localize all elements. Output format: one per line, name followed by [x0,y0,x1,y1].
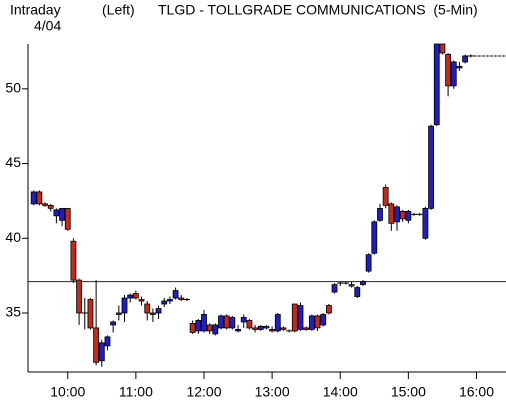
candle-body [377,207,383,221]
candle-body [308,315,315,330]
candle-body [257,326,264,330]
candle-body [246,320,253,329]
candle-body [280,327,287,330]
candle-body [325,305,332,314]
candle-body [428,125,434,209]
candle-body [360,281,366,285]
y-tick-label: 35 [5,304,21,320]
candle-body [115,312,122,315]
candle-body [87,299,94,329]
chart-title: TLGD - TOLLGRADE COMMUNICATIONS (5-Min) [158,2,478,18]
header: Intraday [10,2,61,18]
candle-body [223,315,230,329]
y-tick-label: 40 [5,229,21,245]
axis-side: (Left) [102,2,135,18]
candle-body [371,221,378,254]
candle-body [189,323,196,333]
candle-body [331,284,338,293]
candle-body [104,336,111,347]
candle-body [121,297,128,314]
candle-body [456,66,463,69]
x-tick-label: 14:00 [323,384,358,400]
candle-body [132,293,139,299]
candle-body [218,315,224,329]
candle-body [53,209,60,217]
candle-body [269,329,276,332]
candle-body [462,55,469,63]
candle-body [110,321,117,326]
candle-body [439,43,446,54]
x-tick-label: 16:00 [459,384,494,400]
candle-body [155,308,162,314]
candle-body [98,342,105,362]
candle-body [365,254,372,272]
candle-body [138,299,145,302]
candle-body [144,303,151,314]
candle-body [348,284,355,287]
candle-body [47,204,54,209]
candle-body [212,324,219,335]
candle-body [59,207,65,221]
x-tick-label: 15:00 [391,384,426,400]
candle-body [70,240,77,281]
candle-body [30,191,37,205]
candle-body [42,203,48,206]
candle-body [445,54,451,87]
candle-body [303,327,310,330]
candle-body [167,299,173,302]
candle-body [36,191,43,205]
candle-body [422,207,429,239]
candle-body [206,324,213,332]
candle-body [274,314,281,332]
candle-body [229,317,236,329]
candle-body [450,61,457,87]
x-tick-label: 11:00 [119,384,153,400]
candle-body [178,297,185,300]
candle-body [382,187,389,206]
candle-body [320,314,327,326]
candle-body [433,43,440,126]
candle-body [64,207,71,230]
candle-body [76,279,82,314]
date: 4/04 [34,18,61,34]
x-tick-label: 12:00 [186,384,221,400]
y-tick-label: 50 [5,80,21,96]
candle-body [161,300,168,305]
candle-body [201,314,207,332]
candle-body [405,210,412,221]
candle-body [235,329,241,332]
candle-body [354,287,361,297]
candle-body [399,210,406,220]
candle-body [195,320,202,332]
x-tick-label: 10:00 [50,384,85,400]
candle-body [93,327,100,363]
candle-body [149,312,156,315]
y-tick-label: 45 [5,154,21,170]
candle-body [252,327,258,330]
candle-body [127,294,134,299]
candle-body [240,317,247,323]
candle-body [263,326,270,329]
candle-body [394,206,400,223]
candle-body [388,203,395,224]
x-tick-label: 13:00 [255,384,290,400]
candle-body [314,315,321,329]
candle-body [172,290,179,299]
candle-body [297,305,304,330]
candle-body [291,303,298,332]
